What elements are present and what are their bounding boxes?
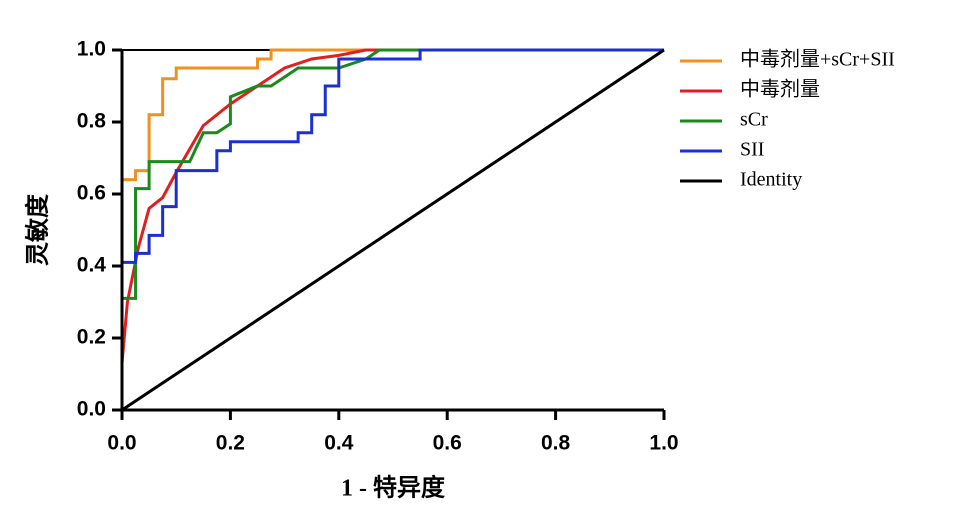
y-tick-label: 0.4 [77,254,107,277]
roc-line [121,48,665,412]
y-tick-label: 0.0 [77,398,106,421]
y-tick-label: 0.8 [77,110,107,133]
x-tick-label: 0.4 [324,432,354,455]
x-tick-label: 0.0 [107,432,136,455]
y-tick-label: 0.6 [77,182,106,205]
legend-label: 中毒剂量 [740,78,820,101]
x-axis-label: 1 - 特异度 [341,474,446,502]
legend-label: 中毒剂量+sCr+SII [740,48,895,71]
roc-line [120,48,664,410]
x-tick-label: 0.2 [216,432,245,455]
legend-label: sCr [740,109,768,131]
roc-line [120,48,664,364]
x-tick-label: 1.0 [649,432,678,455]
legend-label: SII [740,139,764,161]
x-tick-label: 0.8 [541,432,571,455]
roc-line [120,48,664,410]
y-tick-label: 0.2 [77,326,106,349]
x-tick-label: 0.6 [433,432,462,455]
y-axis-label: 灵敏度 [24,193,52,266]
roc-line [120,48,664,410]
y-tick-label: 1.0 [77,38,106,61]
legend-label: Identity [740,169,802,191]
